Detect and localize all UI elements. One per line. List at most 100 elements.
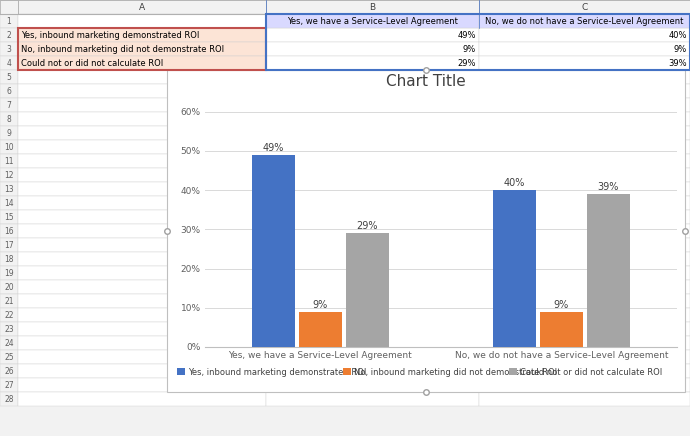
Bar (266, 238, 479, 252)
Text: 5: 5 (7, 72, 12, 82)
Bar (0, 280, 18, 294)
Bar (18, 182, 266, 196)
Bar (479, 168, 690, 182)
Bar (266, 364, 479, 378)
Bar (18, 112, 266, 126)
Text: 49%: 49% (457, 31, 476, 40)
Text: 25: 25 (4, 352, 14, 361)
Bar (18, 336, 266, 350)
Bar (509, 368, 517, 375)
Bar (0, 0, 18, 14)
Text: 29%: 29% (457, 58, 476, 68)
Bar (343, 368, 351, 375)
Text: 16: 16 (4, 226, 14, 235)
Bar (266, 280, 479, 294)
Bar (479, 252, 690, 266)
Bar (18, 350, 266, 364)
Text: 40%: 40% (504, 178, 525, 188)
Text: 2: 2 (7, 31, 11, 40)
Bar (18, 196, 266, 210)
Bar (18, 266, 266, 280)
Bar (18, 28, 266, 42)
Bar (0, 14, 18, 28)
Bar (0, 42, 18, 56)
Bar (18, 98, 266, 112)
Bar (479, 154, 690, 168)
Text: No, inbound marketing did not demonstrate ROI: No, inbound marketing did not demonstrat… (21, 44, 224, 54)
Text: Yes, we have a Service-Level Agreement: Yes, we have a Service-Level Agreement (287, 17, 458, 25)
Bar (0, 182, 18, 196)
Bar (479, 224, 690, 238)
Bar (0, 364, 18, 378)
Text: 28: 28 (4, 395, 14, 403)
Text: 18: 18 (4, 255, 14, 263)
Text: 11: 11 (4, 157, 14, 166)
Bar (18, 322, 266, 336)
Bar (266, 42, 479, 56)
Text: 26: 26 (4, 367, 14, 375)
Text: 49%: 49% (263, 143, 284, 153)
Bar (266, 182, 479, 196)
Text: B: B (369, 3, 375, 11)
Bar (0, 56, 18, 70)
Bar (0, 168, 18, 182)
Bar (18, 28, 266, 42)
Bar (0, 210, 18, 224)
Text: A: A (139, 3, 145, 11)
Bar (18, 168, 266, 182)
Bar (0, 84, 18, 98)
Bar (18, 14, 266, 28)
Bar (0, 252, 18, 266)
Bar (18, 392, 266, 406)
Bar (266, 154, 479, 168)
Bar (0, 392, 18, 406)
Bar (479, 238, 690, 252)
Bar (479, 28, 690, 42)
Bar (479, 266, 690, 280)
Bar (479, 336, 690, 350)
Bar (18, 238, 266, 252)
Text: 39%: 39% (598, 182, 619, 192)
Text: 14: 14 (4, 198, 14, 208)
Text: 23: 23 (4, 324, 14, 334)
Bar (0, 350, 18, 364)
Bar (266, 210, 479, 224)
Bar (479, 364, 690, 378)
Text: 24: 24 (4, 338, 14, 347)
Bar (18, 70, 266, 84)
Bar (266, 14, 479, 28)
Bar (479, 308, 690, 322)
Text: 10: 10 (4, 143, 14, 151)
Bar (346, 233, 389, 347)
Text: 4: 4 (7, 58, 12, 68)
Bar (479, 210, 690, 224)
Bar (252, 155, 295, 347)
Bar (0, 70, 18, 84)
Text: Yes, inbound marketing demonstrated ROI: Yes, inbound marketing demonstrated ROI (188, 368, 366, 377)
Text: 27: 27 (4, 381, 14, 389)
Bar (266, 266, 479, 280)
Text: 12: 12 (4, 170, 14, 180)
Text: 20: 20 (4, 283, 14, 292)
Bar (0, 266, 18, 280)
Bar (479, 294, 690, 308)
Text: Yes, inbound marketing demonstrated ROI: Yes, inbound marketing demonstrated ROI (21, 31, 199, 40)
Text: 7: 7 (7, 101, 12, 109)
Bar (167, 70, 685, 392)
Text: 9%: 9% (463, 44, 476, 54)
Bar (493, 190, 536, 347)
Text: 39%: 39% (669, 58, 687, 68)
Bar (18, 126, 266, 140)
Text: C: C (582, 3, 588, 11)
Bar (479, 140, 690, 154)
Bar (479, 14, 690, 28)
Bar (0, 28, 18, 42)
Bar (18, 280, 266, 294)
Bar (18, 42, 266, 56)
Bar (266, 168, 479, 182)
Bar (177, 368, 185, 375)
Bar (266, 336, 479, 350)
Text: 21: 21 (4, 296, 14, 306)
Bar (0, 196, 18, 210)
Bar (479, 98, 690, 112)
